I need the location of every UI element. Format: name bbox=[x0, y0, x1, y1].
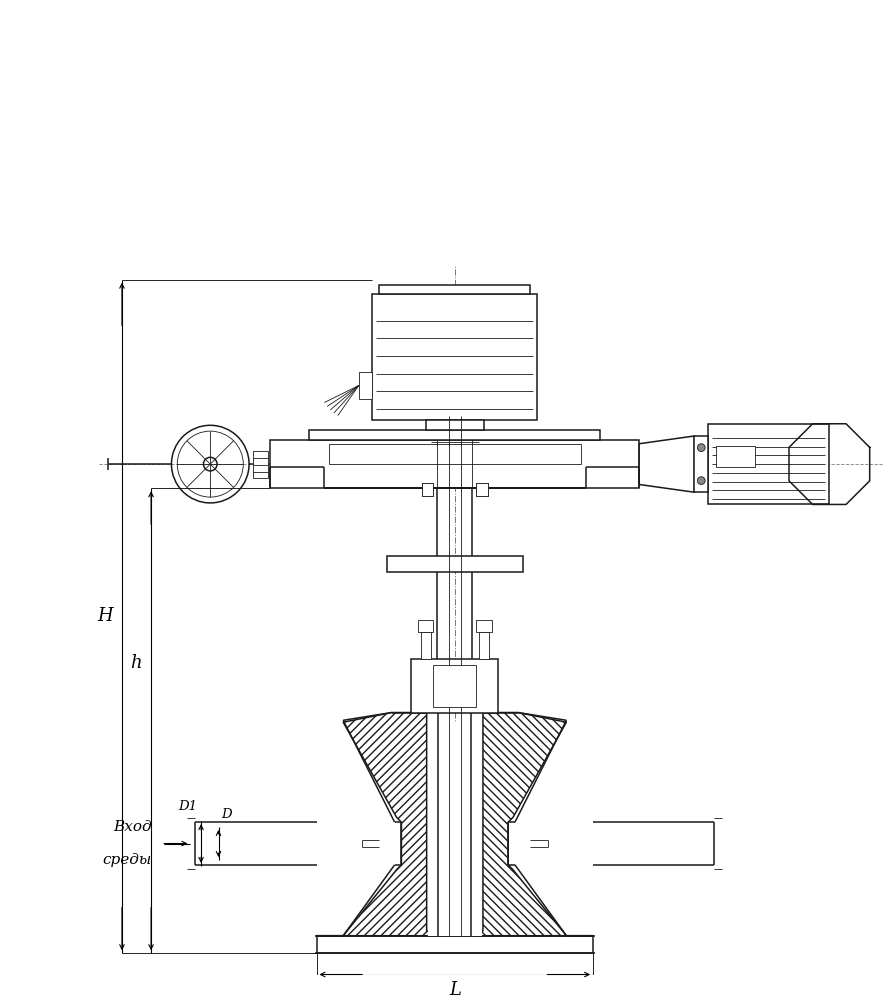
Text: H: H bbox=[98, 607, 113, 625]
Polygon shape bbox=[639, 436, 694, 492]
Bar bbox=[421, 632, 431, 659]
Polygon shape bbox=[316, 713, 438, 936]
Bar bbox=[316, 936, 593, 953]
Bar bbox=[418, 620, 434, 632]
Bar bbox=[379, 285, 530, 294]
Polygon shape bbox=[471, 713, 593, 936]
Bar bbox=[434, 665, 476, 707]
Bar bbox=[427, 722, 482, 936]
Bar bbox=[309, 430, 600, 440]
Bar bbox=[716, 446, 754, 467]
Bar bbox=[422, 483, 434, 496]
Bar bbox=[253, 451, 269, 478]
Bar bbox=[411, 659, 498, 713]
Bar bbox=[426, 420, 484, 430]
Text: среды: среды bbox=[103, 853, 152, 867]
Bar bbox=[708, 424, 830, 504]
Text: L: L bbox=[449, 981, 461, 999]
Text: Вход: Вход bbox=[114, 820, 152, 834]
Bar bbox=[694, 436, 708, 492]
Text: D1: D1 bbox=[178, 800, 197, 813]
Text: h: h bbox=[130, 654, 142, 672]
Bar bbox=[373, 294, 538, 420]
Bar bbox=[358, 372, 373, 399]
Bar bbox=[422, 483, 434, 496]
Bar bbox=[329, 444, 581, 464]
Bar bbox=[479, 632, 488, 659]
Bar bbox=[476, 620, 492, 632]
Bar bbox=[476, 483, 487, 496]
Bar bbox=[271, 440, 639, 488]
Bar bbox=[476, 483, 487, 496]
Text: D: D bbox=[221, 808, 232, 821]
Bar bbox=[387, 556, 522, 572]
Circle shape bbox=[697, 444, 705, 451]
Circle shape bbox=[697, 477, 705, 484]
